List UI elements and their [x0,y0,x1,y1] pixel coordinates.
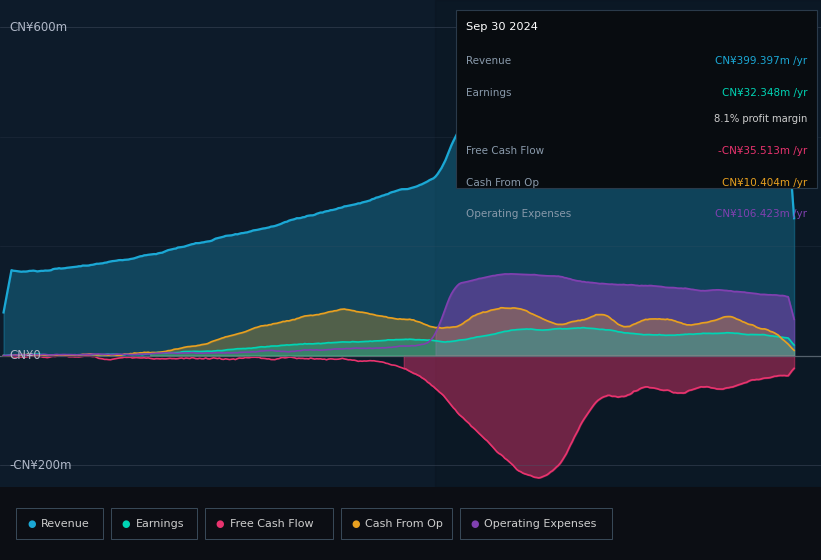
Text: Cash From Op: Cash From Op [466,178,539,188]
Text: Operating Expenses: Operating Expenses [484,519,597,529]
Text: CN¥10.404m /yr: CN¥10.404m /yr [722,178,807,188]
Text: ●: ● [470,519,479,529]
Text: ●: ● [216,519,224,529]
Text: CN¥600m: CN¥600m [10,21,68,34]
Text: 8.1% profit margin: 8.1% profit margin [713,114,807,124]
FancyBboxPatch shape [456,10,817,188]
Text: Cash From Op: Cash From Op [365,519,443,529]
Text: Earnings: Earnings [135,519,184,529]
Text: CN¥32.348m /yr: CN¥32.348m /yr [722,88,807,97]
Text: CN¥399.397m /yr: CN¥399.397m /yr [715,56,807,66]
Text: Revenue: Revenue [41,519,89,529]
Text: Operating Expenses: Operating Expenses [466,209,571,220]
Text: Free Cash Flow: Free Cash Flow [230,519,314,529]
Text: Revenue: Revenue [466,56,511,66]
Text: CN¥106.423m /yr: CN¥106.423m /yr [715,209,807,220]
Text: ●: ● [122,519,130,529]
Text: ●: ● [27,519,35,529]
Text: Free Cash Flow: Free Cash Flow [466,146,544,156]
Text: Sep 30 2024: Sep 30 2024 [466,22,538,32]
Text: ●: ● [351,519,360,529]
Text: CN¥0: CN¥0 [10,349,42,362]
Text: Earnings: Earnings [466,88,511,97]
Text: -CN¥35.513m /yr: -CN¥35.513m /yr [718,146,807,156]
Text: -CN¥200m: -CN¥200m [10,459,72,472]
Bar [435,0,821,487]
